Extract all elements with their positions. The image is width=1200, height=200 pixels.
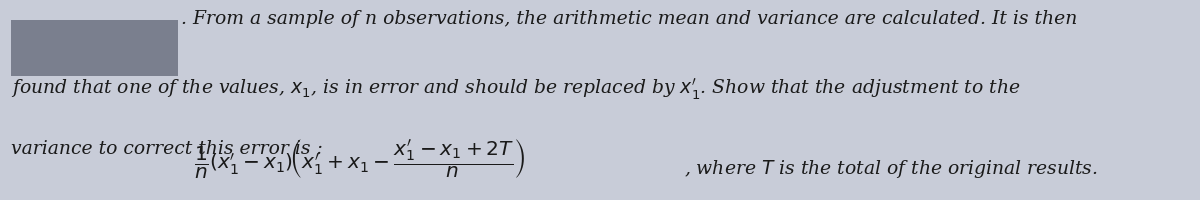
Text: variance to correct this error is :: variance to correct this error is : [11,140,323,158]
Text: $\dfrac{1}{n}(x_1' - x_1)\!\left(x_1' + x_1 - \dfrac{x_1' - x_1 + 2T}{n}\right)$: $\dfrac{1}{n}(x_1' - x_1)\!\left(x_1' + … [194,137,526,180]
FancyBboxPatch shape [11,20,178,76]
Text: . From a sample of n observations, the arithmetic mean and variance are calculat: . From a sample of n observations, the a… [181,10,1078,28]
Text: , where $T$ is the total of the original results.: , where $T$ is the total of the original… [684,158,1098,180]
Text: found that one of the values, $x_1$, is in error and should be replaced by $x_1': found that one of the values, $x_1$, is … [11,76,1020,102]
